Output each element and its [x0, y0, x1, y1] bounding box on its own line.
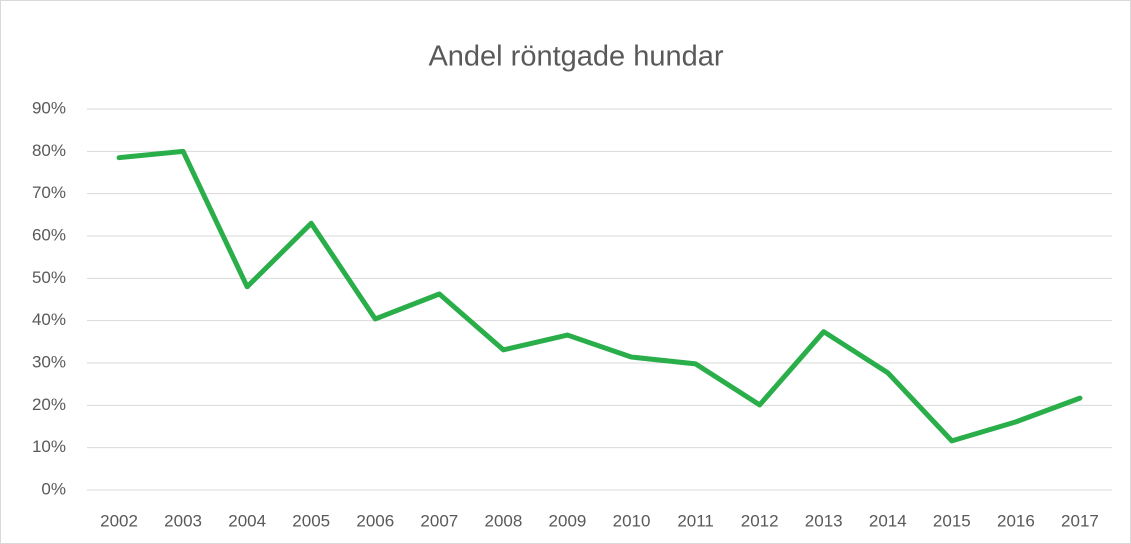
- y-tick-label: 70%: [32, 183, 66, 202]
- y-tick-label: 0%: [41, 479, 66, 498]
- x-tick-label: 2011: [677, 511, 714, 530]
- x-tick-label: 2015: [933, 511, 971, 530]
- x-tick-label: 2017: [1061, 511, 1099, 530]
- y-tick-label: 40%: [32, 310, 66, 329]
- y-tick-label: 90%: [32, 98, 66, 117]
- x-tick-label: 2003: [164, 511, 202, 530]
- y-tick-label: 20%: [32, 395, 66, 414]
- line-series: [116, 148, 1083, 444]
- x-tick-label: 2005: [292, 511, 330, 530]
- y-tick-label: 50%: [32, 268, 66, 287]
- x-tick-label: 2004: [228, 511, 266, 530]
- x-tick-label: 2008: [484, 511, 522, 530]
- x-tick-label: 2014: [869, 511, 907, 530]
- x-tick-label: 2016: [997, 511, 1035, 530]
- x-tick-label: 2006: [356, 511, 394, 530]
- y-tick-label: 30%: [32, 352, 66, 371]
- x-tick-label: 2009: [549, 511, 587, 530]
- y-tick-label: 10%: [32, 437, 66, 456]
- chart-title: Andel röntgade hundar: [428, 41, 723, 73]
- y-tick-label: 80%: [32, 141, 66, 160]
- x-tick-label: 2012: [741, 511, 779, 530]
- y-tick-label: 60%: [32, 225, 66, 244]
- x-tick-label: 2007: [420, 511, 458, 530]
- x-tick-label: 2010: [613, 511, 651, 530]
- x-tick-label: 2013: [805, 511, 843, 530]
- x-tick-label: 2002: [100, 511, 138, 530]
